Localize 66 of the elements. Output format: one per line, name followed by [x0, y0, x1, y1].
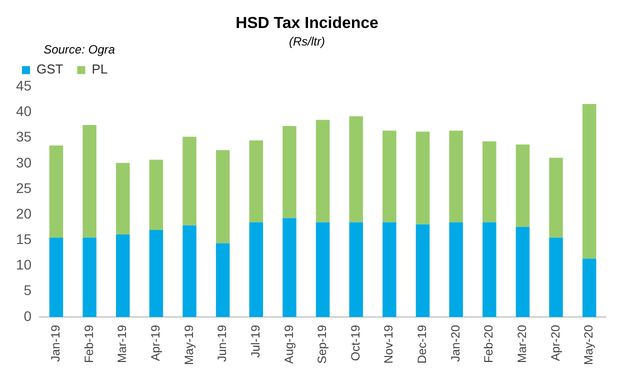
bar [416, 132, 430, 224]
x-tick-label: Dec-19 [415, 324, 430, 364]
y-tick-label: 25 [16, 180, 32, 196]
y-tick-label: 0 [24, 308, 32, 324]
y-tick-label: 10 [16, 256, 32, 273]
x-tick-label: Aug-19 [282, 324, 296, 364]
chart-subtitle: (Rs/ltr) [289, 34, 325, 49]
y-tick-label: 20 [16, 205, 32, 222]
x-tick-label: Jul-19 [248, 324, 262, 358]
bar [182, 136, 196, 226]
legend-label: PL [92, 62, 108, 77]
bar [216, 243, 230, 317]
bar [482, 141, 496, 222]
bar [82, 238, 96, 317]
bar [149, 230, 164, 317]
bar [82, 125, 96, 238]
bar [516, 226, 530, 317]
bar [416, 224, 430, 317]
y-tick-label: 40 [16, 103, 32, 120]
bar [482, 222, 496, 317]
bar [316, 222, 330, 317]
bar [49, 145, 64, 238]
x-tick-label: Jun-19 [215, 324, 230, 362]
bar [449, 130, 463, 222]
bar [116, 162, 130, 235]
x-tick-label: May-19 [182, 324, 196, 365]
bar [549, 158, 563, 238]
x-tick-label: Feb-19 [82, 324, 96, 364]
bar [582, 258, 596, 317]
bar [382, 222, 396, 317]
y-tick-label: 45 [16, 77, 32, 94]
x-tick-label: Feb-20 [482, 324, 496, 364]
x-tick-label: Oct-19 [348, 324, 362, 361]
bar [316, 120, 330, 222]
bar [249, 222, 264, 317]
chart-title: HSD Tax Incidence [236, 15, 379, 32]
x-tick-label: Apr-19 [148, 324, 162, 362]
bar [216, 150, 230, 244]
y-tick-label: 5 [24, 282, 32, 298]
bar [116, 234, 130, 317]
bar [582, 104, 596, 259]
x-tick-label: Apr-20 [548, 324, 562, 362]
bar [149, 160, 164, 230]
x-tick-label: Mar-19 [115, 324, 130, 363]
bar [349, 222, 363, 317]
bar [516, 144, 530, 227]
x-tick-label: May-20 [582, 324, 596, 365]
y-tick-label: 30 [16, 154, 32, 170]
bar [49, 238, 64, 317]
x-tick-label: Jan-20 [448, 324, 462, 362]
x-tick-label: Nov-19 [382, 324, 396, 364]
x-tick-label: Mar-20 [515, 324, 530, 363]
source-note: Source: Ogra [44, 42, 116, 56]
x-tick-label: Jan-19 [48, 324, 63, 362]
bar [449, 222, 463, 317]
bar [282, 126, 296, 218]
legend-label: GST [36, 62, 64, 77]
x-tick-label: Sep-19 [315, 324, 330, 364]
bar [382, 130, 396, 222]
bar [182, 225, 196, 317]
y-tick-label: 35 [16, 128, 32, 145]
bar [249, 140, 264, 222]
bar [349, 116, 363, 222]
bar [549, 238, 563, 317]
y-tick-label: 15 [16, 231, 32, 248]
bar [282, 218, 296, 317]
